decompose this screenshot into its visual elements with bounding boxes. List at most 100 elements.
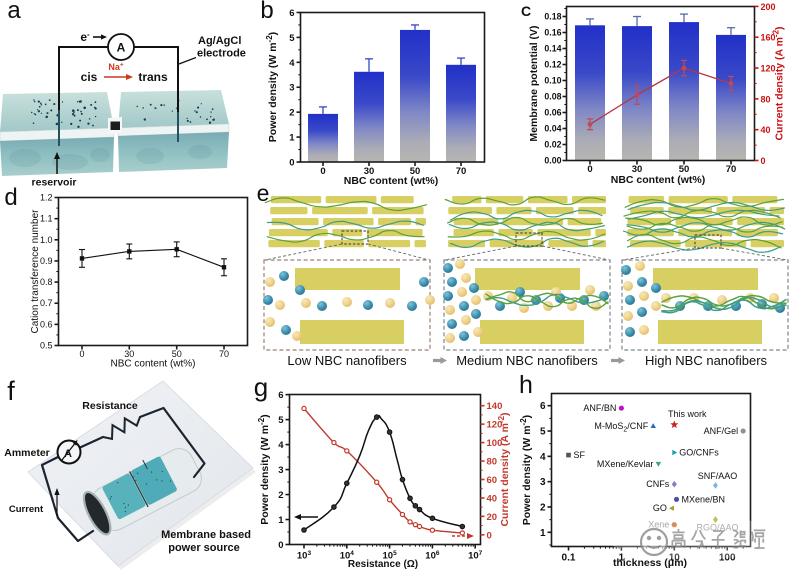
svg-text:1: 1 xyxy=(289,133,295,144)
svg-text:power source: power source xyxy=(168,542,240,554)
svg-text:ANF/Gel: ANF/Gel xyxy=(704,426,739,436)
svg-text:Current density (A m-2): Current density (A m-2) xyxy=(497,412,511,526)
svg-text:Power density (W m-2): Power density (W m-2) xyxy=(519,415,533,525)
svg-text:This work: This work xyxy=(668,409,707,419)
svg-text:d: d xyxy=(4,184,17,211)
svg-text:6: 6 xyxy=(540,401,546,412)
svg-text:3: 3 xyxy=(278,465,283,476)
svg-text:140: 140 xyxy=(487,401,503,412)
svg-text:NBC content (wt%): NBC content (wt%) xyxy=(611,174,706,186)
svg-text:10: 10 xyxy=(669,553,681,564)
svg-text:103: 103 xyxy=(297,550,312,562)
svg-text:5: 5 xyxy=(278,415,284,426)
svg-text:electrode: electrode xyxy=(197,48,246,60)
svg-text:Current: Current xyxy=(9,504,44,515)
svg-text:50: 50 xyxy=(679,164,690,175)
svg-text:80: 80 xyxy=(761,94,771,104)
svg-text:5: 5 xyxy=(289,33,295,44)
svg-text:0.9: 0.9 xyxy=(40,256,53,266)
svg-text:0.14: 0.14 xyxy=(544,44,561,54)
svg-text:Power density (W m-2): Power density (W m-2) xyxy=(265,32,279,142)
svg-text:0.8: 0.8 xyxy=(40,277,53,287)
svg-text:Ammeter: Ammeter xyxy=(4,447,50,459)
svg-text:g: g xyxy=(254,372,268,402)
svg-text:Power density (W m-2): Power density (W m-2) xyxy=(257,414,271,524)
svg-text:70: 70 xyxy=(219,349,229,359)
svg-text:0.08: 0.08 xyxy=(544,92,561,102)
svg-text:100: 100 xyxy=(487,438,503,449)
svg-text:107: 107 xyxy=(468,550,483,562)
svg-text:GO/CNFs: GO/CNFs xyxy=(679,448,719,458)
svg-text:106: 106 xyxy=(425,550,440,562)
svg-text:30: 30 xyxy=(124,349,134,359)
svg-text:4: 4 xyxy=(278,440,284,451)
svg-text:NBC content (wt%): NBC content (wt%) xyxy=(344,175,439,187)
svg-text:Current density (A m-2): Current density (A m-2) xyxy=(772,26,786,140)
svg-text:Resistance (Ω): Resistance (Ω) xyxy=(348,559,418,570)
svg-text:Xene: Xene xyxy=(648,520,669,530)
svg-text:0.06: 0.06 xyxy=(544,108,561,118)
svg-text:120: 120 xyxy=(761,64,776,74)
svg-text:Cation transference number: Cation transference number xyxy=(30,209,41,334)
svg-text:50: 50 xyxy=(410,166,421,177)
svg-text:1.2: 1.2 xyxy=(40,193,53,203)
svg-text:40: 40 xyxy=(487,493,498,504)
svg-text:0: 0 xyxy=(278,540,283,551)
svg-text:e: e xyxy=(257,180,270,206)
svg-text:CNFs: CNFs xyxy=(646,479,669,489)
svg-text:a: a xyxy=(7,0,21,24)
svg-text:thickness (μm): thickness (μm) xyxy=(613,557,687,569)
svg-text:120: 120 xyxy=(487,420,503,431)
svg-text:200: 200 xyxy=(761,2,776,12)
svg-text:70: 70 xyxy=(456,166,467,177)
svg-text:0.12: 0.12 xyxy=(544,60,561,70)
svg-text:60: 60 xyxy=(487,475,498,486)
svg-text:SNF/AAO: SNF/AAO xyxy=(698,471,738,481)
svg-text:104: 104 xyxy=(340,550,355,562)
svg-text:4: 4 xyxy=(289,58,295,69)
svg-text:Ag/AgCl: Ag/AgCl xyxy=(198,35,241,47)
svg-text:MXene/BN: MXene/BN xyxy=(681,494,725,504)
svg-text:Medium NBC nanofibers: Medium NBC nanofibers xyxy=(456,353,598,368)
svg-text:0.18: 0.18 xyxy=(544,12,561,22)
svg-text:70: 70 xyxy=(726,164,737,175)
svg-text:0.16: 0.16 xyxy=(544,28,561,38)
svg-text:ANF/BN: ANF/BN xyxy=(583,403,616,413)
svg-text:e-: e- xyxy=(80,30,90,44)
svg-text:20: 20 xyxy=(487,512,498,523)
svg-text:trans: trans xyxy=(138,70,168,84)
svg-text:0.00: 0.00 xyxy=(544,156,561,166)
svg-text:NBC content (wt%): NBC content (wt%) xyxy=(110,359,195,370)
svg-text:MXene/Kevlar: MXene/Kevlar xyxy=(597,459,654,469)
svg-text:2: 2 xyxy=(289,108,294,119)
svg-text:3: 3 xyxy=(289,83,294,94)
svg-text:0.7: 0.7 xyxy=(40,298,53,308)
svg-text:30: 30 xyxy=(364,166,375,177)
svg-text:160: 160 xyxy=(761,33,776,43)
svg-text:80: 80 xyxy=(487,457,498,468)
svg-text:2: 2 xyxy=(540,502,546,513)
svg-text:SF: SF xyxy=(574,450,586,460)
svg-text:0.1: 0.1 xyxy=(562,553,576,564)
svg-text:cis: cis xyxy=(81,70,98,84)
svg-text:Low NBC nanofibers: Low NBC nanofibers xyxy=(287,353,407,368)
svg-text:b: b xyxy=(260,0,273,24)
svg-text:100: 100 xyxy=(719,553,736,564)
svg-text:1: 1 xyxy=(540,528,546,539)
svg-text:1.1: 1.1 xyxy=(40,214,53,224)
svg-text:40: 40 xyxy=(761,125,771,135)
svg-text:RGO/AAO: RGO/AAO xyxy=(696,523,738,533)
svg-text:0: 0 xyxy=(587,164,592,175)
svg-text:GO: GO xyxy=(653,503,667,513)
svg-text:reservoir: reservoir xyxy=(32,177,77,189)
svg-text:h: h xyxy=(519,371,533,399)
svg-text:3: 3 xyxy=(540,477,546,488)
svg-text:A: A xyxy=(117,41,126,55)
svg-text:C: C xyxy=(521,3,531,19)
svg-text:0: 0 xyxy=(487,530,492,541)
svg-text:M-MoS2/CNF: M-MoS2/CNF xyxy=(594,421,648,434)
svg-text:1: 1 xyxy=(278,515,284,526)
svg-text:0: 0 xyxy=(289,158,294,169)
svg-text:6: 6 xyxy=(289,8,294,19)
svg-text:Membrane based: Membrane based xyxy=(161,529,251,541)
